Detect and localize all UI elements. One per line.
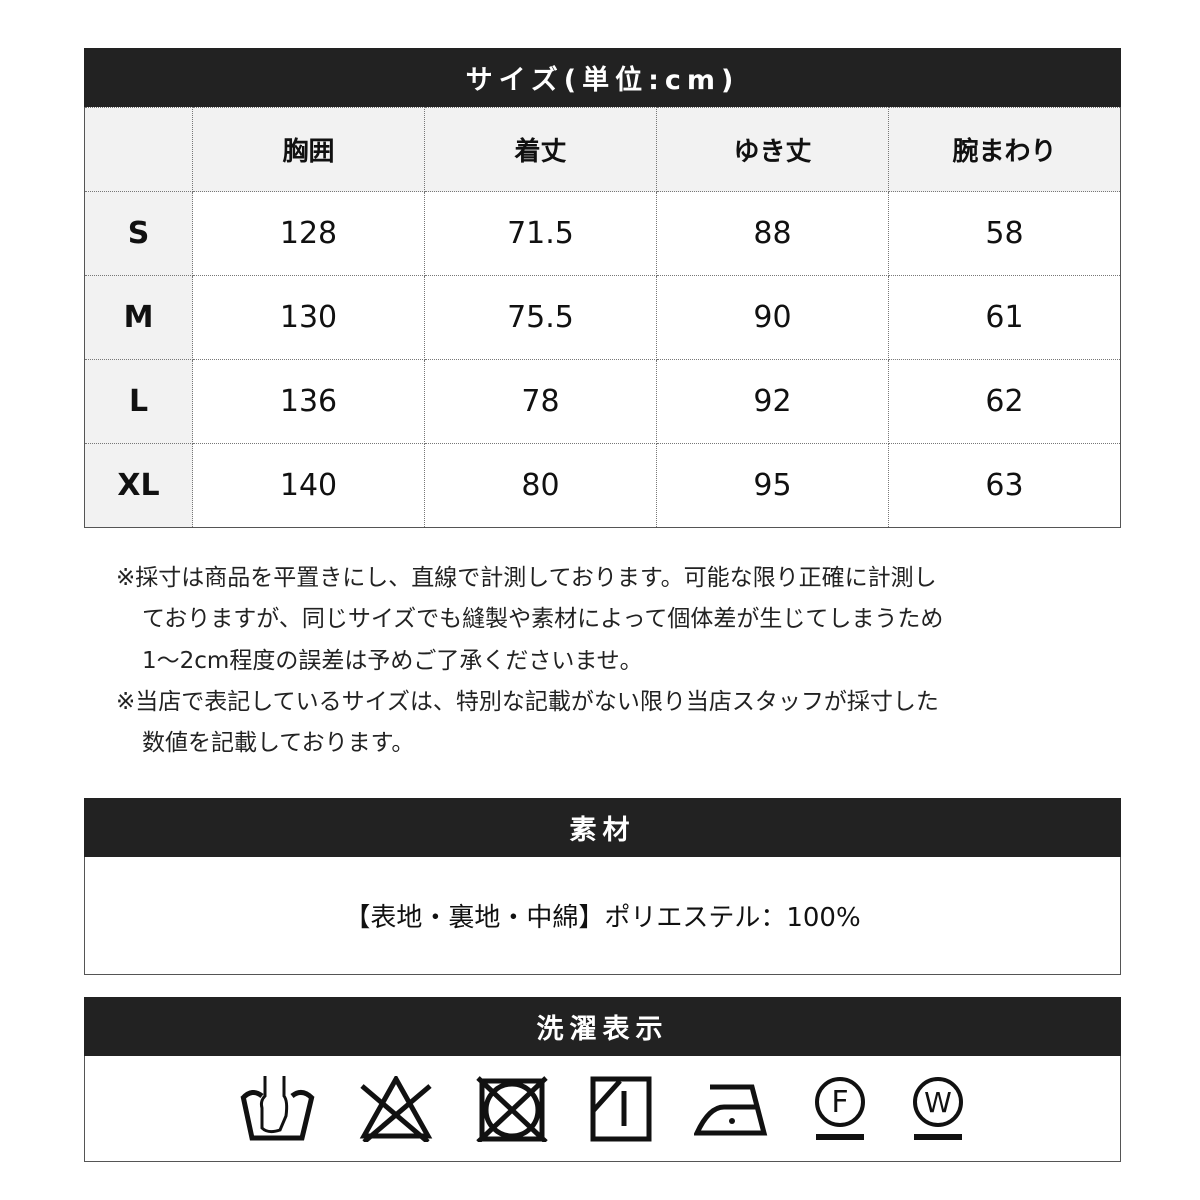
cell: 62: [888, 359, 1121, 444]
hand-wash-icon: [240, 1075, 314, 1140]
header-cell: 胸囲: [192, 107, 425, 192]
note-line: 数値を記載しております。: [142, 730, 415, 757]
dry-clean-f-icon: F: [814, 1076, 865, 1140]
drip-dry-shade-icon: [590, 1076, 651, 1141]
wet-clean-w-icon: W: [912, 1076, 963, 1140]
care-title: 洗濯表示: [84, 997, 1121, 1056]
cell: 90: [656, 275, 889, 360]
cell: 140: [192, 443, 425, 528]
table-row: XL 140 80 95 63: [84, 443, 1121, 528]
header-cell: 着丈: [424, 107, 657, 192]
cell: 75.5: [424, 275, 657, 360]
care-symbols: F W: [84, 1056, 1121, 1162]
no-bleach-icon: [359, 1075, 432, 1142]
wet-clean-letter: W: [924, 1086, 952, 1119]
iron-low-icon: [693, 1084, 767, 1135]
material-text: 【表地・裏地・中綿】ポリエステル：100%: [84, 857, 1121, 975]
cell: 63: [888, 443, 1121, 528]
note-line: 1〜2cm程度の誤差は予めご了承くださいませ。: [142, 647, 643, 674]
cell: 136: [192, 359, 425, 444]
material-title: 素材: [84, 798, 1121, 857]
note-line: ※当店で表記しているサイズは、特別な記載がない限り当店スタッフが採寸した: [116, 688, 939, 715]
cell: 61: [888, 275, 1121, 360]
table-row: M 130 75.5 90 61: [84, 275, 1121, 360]
header-cell: [84, 107, 193, 192]
size-label: M: [84, 275, 193, 360]
cell: 128: [192, 191, 425, 276]
size-label: S: [84, 191, 193, 276]
size-table-title: サイズ(単位:cm): [84, 48, 1121, 107]
cell: 95: [656, 443, 889, 528]
measurement-notes: ※採寸は商品を平置きにし、直線で計測しております。可能な限り正確に計測し ており…: [116, 558, 943, 764]
cell: 88: [656, 191, 889, 276]
cell: 71.5: [424, 191, 657, 276]
size-label: L: [84, 359, 193, 444]
no-tumble-dry-icon: [475, 1075, 548, 1142]
note-line: ※採寸は商品を平置きにし、直線で計測しております。可能な限り正確に計測し: [116, 565, 937, 591]
header-cell: 腕まわり: [888, 107, 1121, 192]
cell: 130: [192, 275, 425, 360]
header-cell: ゆき丈: [656, 107, 889, 192]
table-row: L 136 78 92 62: [84, 359, 1121, 444]
size-table: 胸囲 着丈 ゆき丈 腕まわり S 128 71.5 88 58 M 130 75…: [84, 107, 1121, 528]
cell: 78: [424, 359, 657, 444]
note-line: ておりますが、同じサイズでも縫製や素材によって個体差が生じてしまうため: [142, 606, 944, 633]
cell: 80: [424, 443, 657, 528]
dry-clean-letter: F: [831, 1085, 848, 1120]
table-row: S 128 71.5 88 58: [84, 191, 1121, 276]
size-label: XL: [84, 443, 193, 528]
cell: 58: [888, 191, 1121, 276]
cell: 92: [656, 359, 889, 444]
table-header-row: 胸囲 着丈 ゆき丈 腕まわり: [84, 107, 1121, 192]
